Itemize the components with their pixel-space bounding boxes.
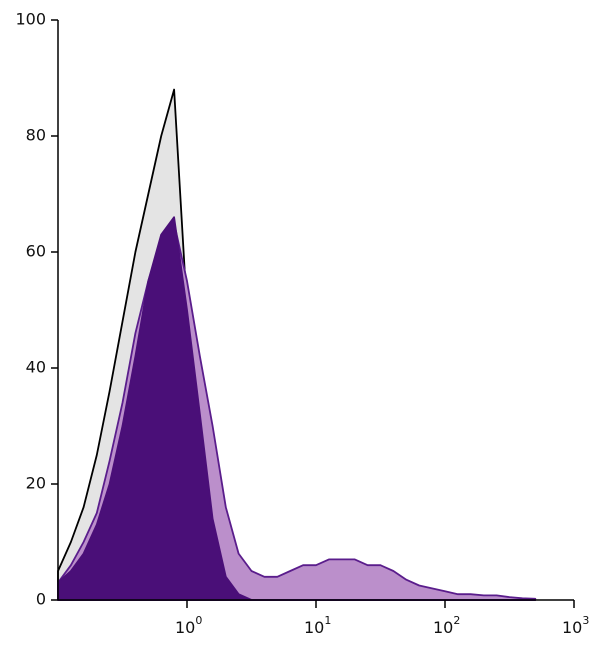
histogram-area <box>57 216 537 601</box>
x-tick-exponent: 3 <box>582 614 589 627</box>
x-tick-label: 101 <box>304 614 331 637</box>
x-tick-label: 100 <box>175 614 202 637</box>
x-tick-base: 10 <box>433 618 453 637</box>
x-tick-base: 10 <box>304 618 324 637</box>
x-tick-label: 103 <box>562 614 589 637</box>
y-tick-label: 80 <box>26 126 46 145</box>
y-tick-label: 100 <box>15 10 46 29</box>
y-tick-label: 0 <box>36 590 46 609</box>
x-tick-label: 102 <box>433 614 460 637</box>
y-tick-label: 40 <box>26 358 46 377</box>
y-tick-label: 60 <box>26 242 46 261</box>
x-tick-exponent: 2 <box>453 614 460 627</box>
y-tick-label: 20 <box>26 474 46 493</box>
x-tick-base: 10 <box>175 618 195 637</box>
x-tick-exponent: 0 <box>195 614 202 627</box>
x-tick-exponent: 1 <box>324 614 331 627</box>
x-tick-base: 10 <box>562 618 582 637</box>
